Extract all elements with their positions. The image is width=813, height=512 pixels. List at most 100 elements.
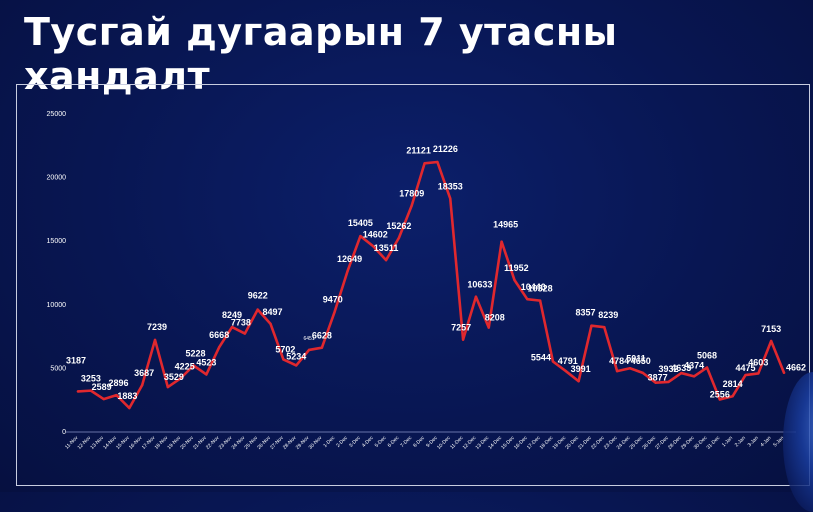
data-label: 8497 (263, 307, 283, 317)
data-point (115, 393, 118, 397)
y-tick-label: 0 (62, 429, 66, 436)
data-point (256, 308, 259, 311)
data-label: 9470 (323, 295, 343, 305)
data-point (76, 390, 80, 393)
data-point (718, 398, 722, 401)
data-label: 8249 (222, 310, 242, 320)
data-label: 3991 (571, 364, 591, 374)
x-tick-label: 3-Dec (348, 435, 362, 449)
data-point (282, 358, 285, 361)
data-point (526, 298, 529, 301)
data-point (551, 360, 555, 363)
x-tick-label: 1-Dec (322, 435, 336, 449)
data-label: 5544 (531, 352, 551, 362)
data-label: 4225 (175, 361, 195, 371)
data-label: 10633 (467, 280, 492, 290)
chart-frame: 0 5000 10000 15000 20000 25000 11-Nov 12-Nov 13-… (16, 84, 810, 486)
data-label: 4374 (684, 360, 704, 370)
data-label: 4475 (735, 363, 755, 373)
data-label: 5228 (186, 348, 206, 358)
data-label: 1883 (117, 391, 137, 401)
data-point (577, 380, 580, 383)
data-point (538, 299, 542, 302)
data-label: 21121 (406, 145, 431, 155)
data-label: 6451 (303, 336, 314, 342)
y-tick-label: 20000 (47, 175, 67, 182)
data-label: 3877 (648, 373, 668, 383)
data-label: 9622 (248, 291, 268, 301)
x-tick-label: 31-Dec (706, 435, 722, 451)
data-point (769, 339, 773, 343)
data-label: 4523 (196, 357, 216, 367)
data-label: 4650 (631, 356, 651, 366)
data-point (384, 258, 388, 262)
x-tick-label: 7-Dec (399, 435, 413, 449)
x-tick-label: 5-Dec (374, 435, 388, 449)
data-label: 11952 (504, 263, 529, 273)
data-label: 2814 (723, 379, 743, 389)
data-point (307, 348, 311, 352)
x-tick-label: 4-Dec (361, 435, 375, 449)
data-label: 14965 (493, 220, 518, 230)
data-point (449, 197, 452, 200)
data-label: 3187 (66, 355, 86, 365)
data-label: 18353 (438, 182, 463, 192)
data-label: 4603 (748, 357, 768, 367)
data-label: 7738 (231, 318, 251, 328)
data-point (782, 371, 786, 374)
data-point (410, 204, 413, 207)
x-tick-label: 4-Jan (759, 435, 772, 448)
data-point (603, 325, 606, 329)
data-label: 7239 (147, 322, 167, 332)
data-point (205, 373, 208, 376)
data-point (654, 381, 657, 384)
data-point (359, 234, 362, 238)
data-label: 15262 (386, 221, 411, 231)
data-label: 2896 (108, 378, 128, 388)
data-point (705, 366, 709, 369)
data-point (615, 369, 619, 373)
series-line (76, 160, 786, 410)
data-label: 5068 (697, 351, 717, 361)
x-tick-label: 2-Jan (734, 435, 747, 448)
data-point (397, 236, 401, 240)
data-point (295, 364, 298, 367)
data-label: 14602 (363, 229, 388, 239)
line-chart: 050001000015000200002500011-Nov12-Nov13-… (47, 111, 806, 451)
data-point (564, 369, 567, 373)
y-tick-label: 25000 (47, 111, 67, 118)
data-point (153, 338, 157, 342)
x-tick-label: 6-Dec (387, 435, 401, 449)
data-point (628, 367, 632, 370)
data-label: 5702 (275, 344, 295, 354)
x-tick-label: 1-Jan (721, 435, 734, 448)
data-label: 4784 (609, 356, 629, 366)
data-point (500, 240, 503, 243)
y-tick-label: 10000 (47, 302, 67, 309)
data-point (641, 371, 644, 375)
data-point (372, 245, 375, 248)
data-label: 6628 (312, 331, 332, 341)
data-label: 5234 (286, 351, 306, 361)
data-label: 8208 (485, 313, 505, 323)
data-label: 15405 (348, 218, 373, 228)
data-point (680, 371, 683, 375)
data-point (102, 397, 105, 401)
data-point (474, 295, 478, 298)
data-point (89, 389, 93, 392)
data-label: 17809 (399, 188, 424, 198)
data-label: 8239 (598, 310, 618, 320)
data-point (692, 375, 696, 378)
data-label: 5011 (626, 353, 646, 363)
data-point (346, 269, 349, 273)
data-label: 2556 (710, 389, 730, 399)
data-label: 7257 (451, 323, 471, 333)
data-label: 6668 (209, 330, 229, 340)
data-point (757, 372, 760, 375)
data-label: 8357 (575, 308, 595, 318)
data-label: 12649 (337, 254, 362, 264)
data-label: 3687 (134, 368, 154, 378)
data-point (667, 380, 670, 384)
data-point (166, 385, 170, 389)
data-label: 3253 (81, 374, 101, 384)
